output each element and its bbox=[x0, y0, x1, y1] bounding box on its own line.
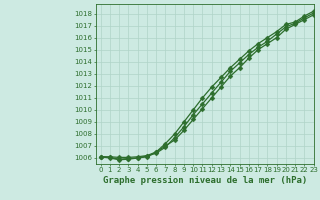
X-axis label: Graphe pression niveau de la mer (hPa): Graphe pression niveau de la mer (hPa) bbox=[103, 176, 307, 185]
